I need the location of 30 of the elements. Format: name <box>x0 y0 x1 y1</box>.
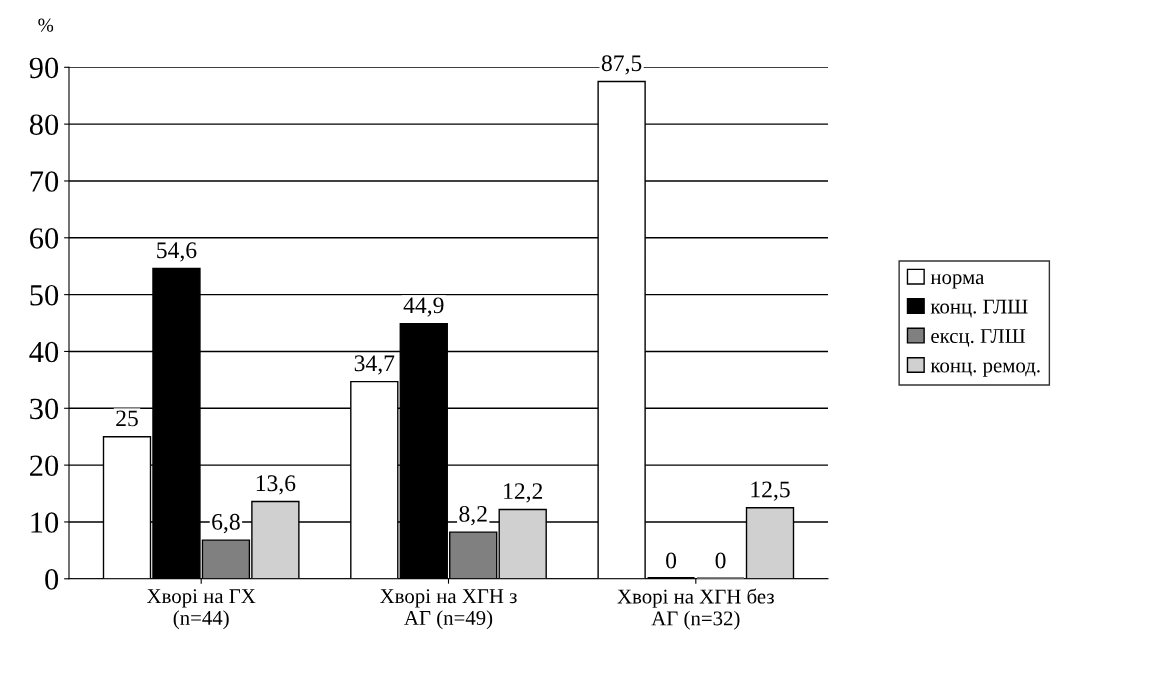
legend-label: норма <box>930 274 985 289</box>
y-tick-label: 90 <box>29 57 59 79</box>
data-label: 44,9 <box>403 297 444 317</box>
data-label: 0 <box>666 552 677 569</box>
data-label: 87,5 <box>601 55 642 75</box>
legend-label: ексц. ГЛШ <box>931 329 1026 347</box>
y-tick-label: 40 <box>29 341 59 363</box>
x-tick-label: Хворі на ХГН з АГ (n=49) <box>380 589 517 630</box>
legend-label: конц. ремод. <box>930 362 1040 377</box>
y-tick-label: 70 <box>30 171 59 192</box>
y-tick-label: 0 <box>45 569 59 590</box>
data-label: 12,5 <box>751 481 790 501</box>
y-tick-label: 50 <box>30 284 59 306</box>
data-label: 54,6 <box>157 242 197 262</box>
y-axis-title: % <box>38 18 54 32</box>
data-label: 8,2 <box>459 505 487 526</box>
data-label: 25 <box>116 410 138 427</box>
y-tick-label: 20 <box>30 455 59 477</box>
data-label: 0 <box>715 552 726 569</box>
x-tick-label: Хворі на ГХ (n=44) <box>147 589 256 630</box>
data-label: 13,6 <box>256 475 296 495</box>
legend-label: конц. ГЛШ <box>930 299 1028 318</box>
data-label: 34,7 <box>354 355 395 375</box>
y-tick-label: 30 <box>30 398 59 420</box>
y-tick-label: 60 <box>30 228 59 249</box>
data-label: 12,2 <box>504 483 543 503</box>
y-tick-label: 80 <box>29 114 59 136</box>
data-label: 6,8 <box>212 513 240 534</box>
x-tick-label: Хворі на ХГН без АГ (n=32) <box>617 588 774 630</box>
y-tick-label: 10 <box>31 512 59 533</box>
